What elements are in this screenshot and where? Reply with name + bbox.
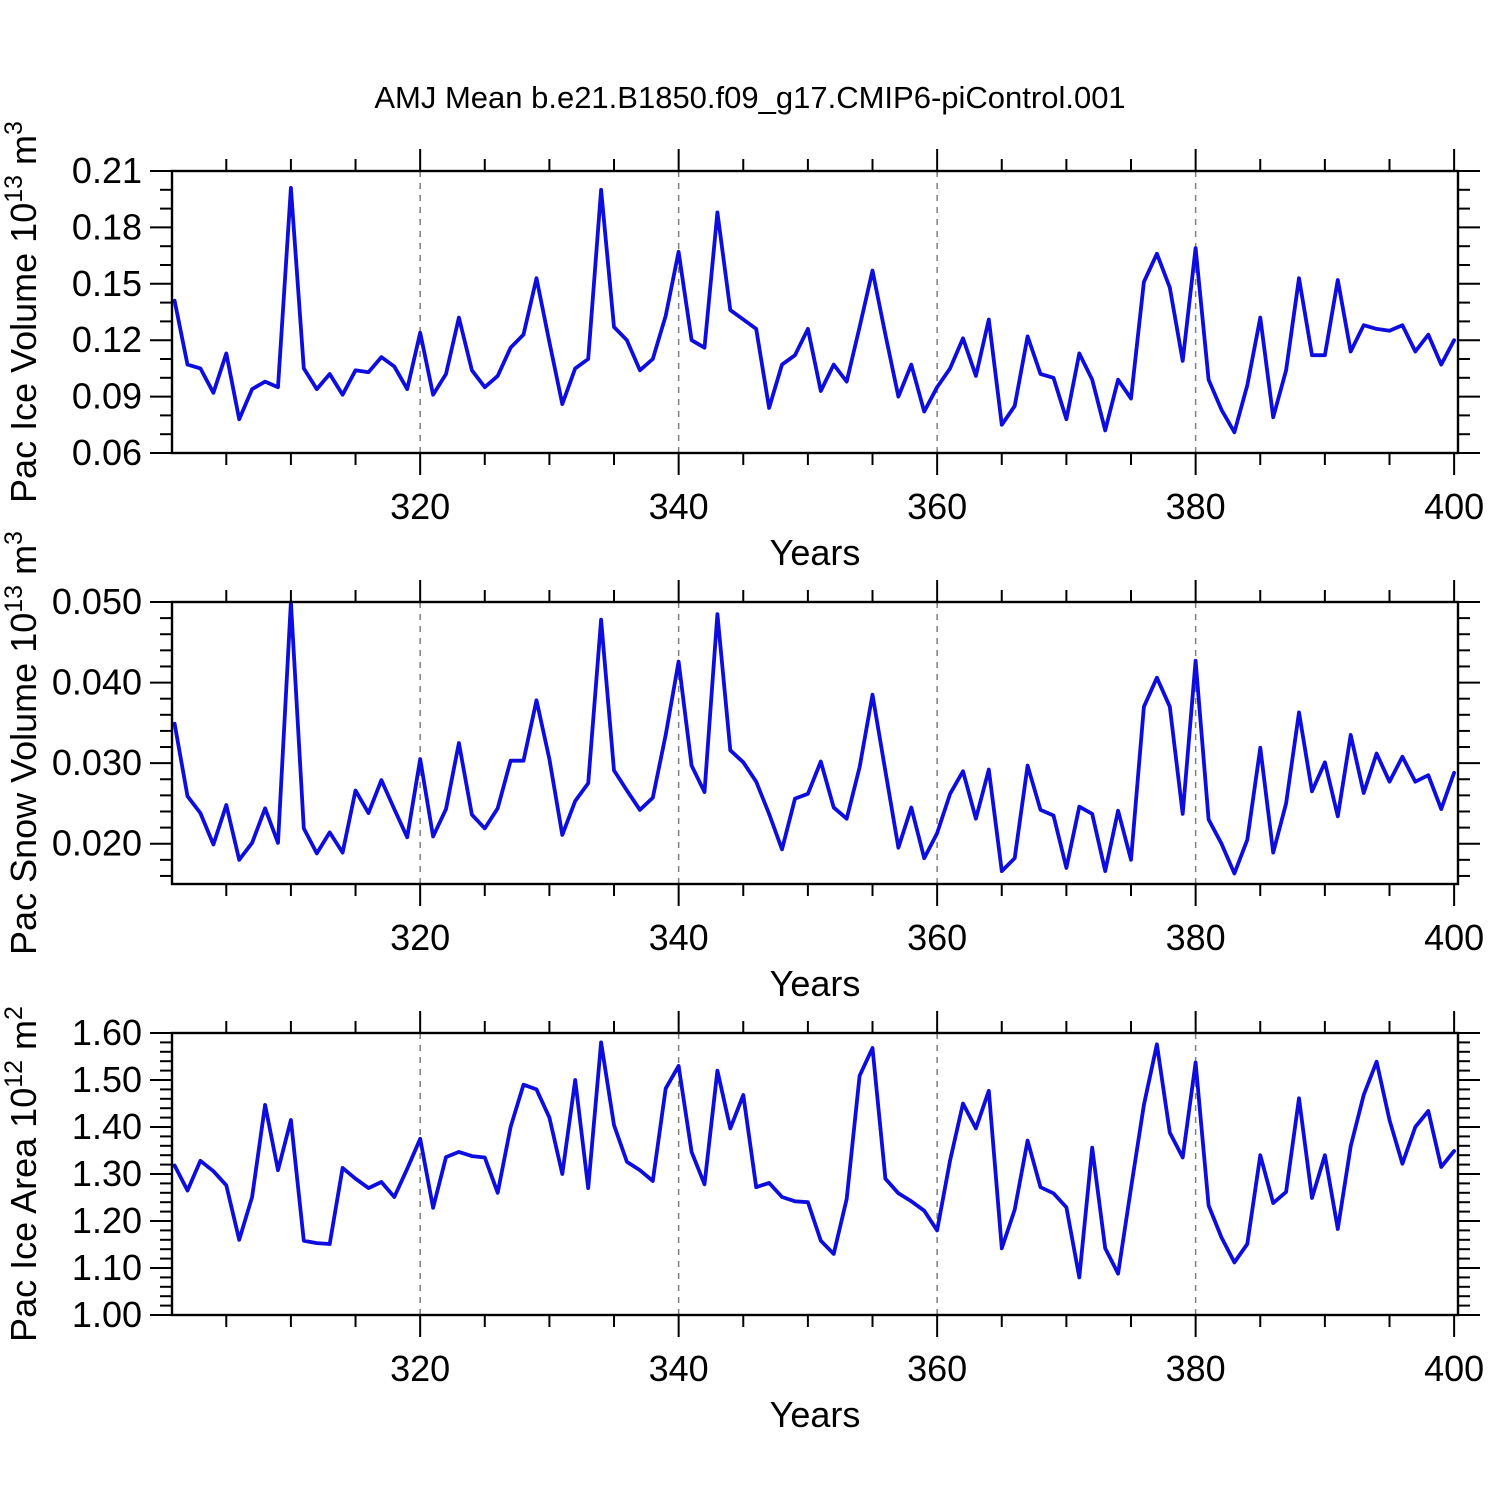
x-tick-label: 380	[1166, 1348, 1226, 1389]
x-axis-title: Years	[770, 963, 861, 1004]
y-axis-title-text: m	[3, 135, 44, 175]
y-axis-title-pac-ice-volume: Pac Ice Volume 1013​ m3​	[0, 121, 44, 503]
y-tick-label: 0.06	[72, 432, 142, 473]
y-tick-label: 0.030	[52, 742, 142, 783]
data-line-pac-ice-area	[172, 1040, 1456, 1280]
y-axis-title-superscript: 3	[0, 121, 28, 135]
y-tick-label: 0.21	[72, 150, 142, 191]
x-tick-label: 320	[390, 917, 450, 958]
x-axis-title: Years	[770, 1394, 861, 1435]
data-line-pac-snow-volume	[172, 600, 1456, 876]
y-axis-title-superscript: 3	[0, 531, 28, 545]
y-tick-label: 0.15	[72, 263, 142, 304]
y-axis-title-superscript: 13	[0, 175, 28, 203]
y-tick-label: 1.50	[72, 1059, 142, 1100]
y-tick-label: 0.040	[52, 662, 142, 703]
y-axis-title-pac-snow-volume: Pac Snow Volume 1013​ m3​	[0, 531, 44, 955]
chart-title: AMJ Mean b.e21.B1850.f09_g17.CMIP6-piCon…	[374, 80, 1126, 115]
y-axis-title-text: m	[3, 545, 44, 585]
y-tick-label: 0.18	[72, 206, 142, 247]
y-tick-label: 1.20	[72, 1200, 142, 1241]
y-axis-title-superscript: 12	[0, 1060, 28, 1088]
x-tick-label: 380	[1166, 917, 1226, 958]
x-tick-label: 360	[907, 1348, 967, 1389]
y-tick-label: 1.10	[72, 1247, 142, 1288]
x-tick-label: 360	[907, 917, 967, 958]
y-tick-label: 1.30	[72, 1153, 142, 1194]
y-tick-label: 0.12	[72, 319, 142, 360]
x-tick-label: 380	[1166, 486, 1226, 527]
y-axis-title-text: Pac Ice Area 10	[3, 1088, 44, 1342]
data-line-pac-ice-volume	[172, 185, 1456, 435]
y-tick-label: 0.020	[52, 823, 142, 864]
y-tick-label: 0.09	[72, 376, 142, 417]
x-tick-label: 340	[649, 486, 709, 527]
y-tick-label: 0.050	[52, 581, 142, 622]
y-tick-label: 1.00	[72, 1294, 142, 1335]
x-tick-label: 340	[649, 1348, 709, 1389]
x-tick-label: 340	[649, 917, 709, 958]
y-tick-label: 1.60	[72, 1012, 142, 1053]
axis-frame-pac-ice-volume	[170, 169, 1460, 455]
x-tick-label: 320	[390, 1348, 450, 1389]
x-axis-title: Years	[770, 532, 861, 573]
x-tick-label: 360	[907, 486, 967, 527]
x-tick-label: 400	[1424, 486, 1484, 527]
y-axis-title-pac-ice-area: Pac Ice Area 1012​ m2​	[0, 1006, 44, 1342]
x-tick-label: 400	[1424, 917, 1484, 958]
axis-frame-pac-snow-volume	[170, 600, 1460, 886]
y-axis-title-superscript: 2	[0, 1006, 28, 1020]
y-tick-label: 1.40	[72, 1106, 142, 1147]
y-axis-title-text: m	[3, 1020, 44, 1060]
y-axis-title-text: Pac Snow Volume 10	[3, 613, 44, 955]
y-axis-title-text: Pac Ice Volume 10	[3, 203, 44, 503]
x-tick-label: 400	[1424, 1348, 1484, 1389]
y-axis-title-superscript: 13	[0, 585, 28, 613]
x-tick-label: 320	[390, 486, 450, 527]
